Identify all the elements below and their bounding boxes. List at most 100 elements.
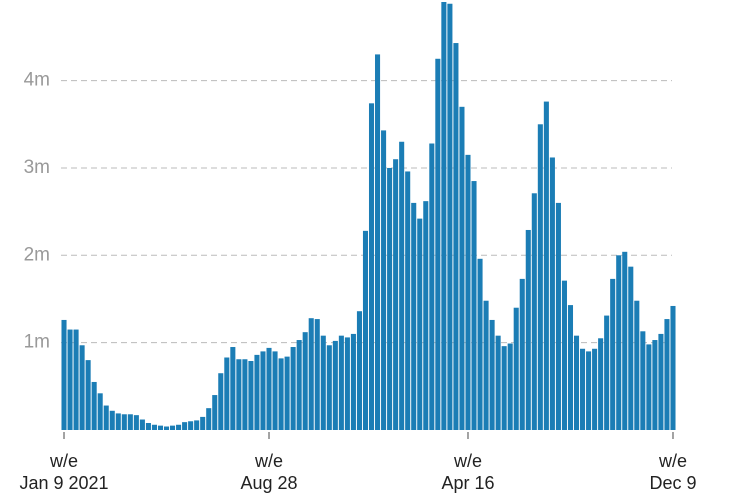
bar [640, 331, 646, 430]
bar [362, 230, 369, 430]
bar [356, 311, 362, 430]
bar [622, 251, 628, 430]
bar [320, 335, 326, 430]
bar [151, 424, 157, 430]
bar [103, 405, 109, 430]
bar [628, 266, 634, 430]
bar [73, 329, 79, 430]
bar [555, 202, 561, 430]
bar [272, 351, 278, 430]
x-tick-label: w/e Jan 9 2021 [19, 451, 109, 493]
bar [206, 408, 212, 430]
bar [139, 419, 145, 430]
bar [447, 3, 453, 430]
bar [338, 335, 344, 430]
bar [441, 2, 447, 430]
bar [549, 157, 555, 431]
bar [314, 319, 320, 430]
bar [170, 425, 176, 430]
bar [182, 422, 188, 430]
y-tick-label: 3m [24, 157, 50, 178]
bar [670, 305, 676, 430]
y-tick-label: 4m [24, 70, 50, 91]
bar [200, 416, 206, 430]
bar [332, 340, 338, 430]
y-tick-label: 2m [24, 244, 50, 265]
bar [67, 329, 73, 430]
bar [121, 414, 127, 430]
bar [266, 347, 272, 430]
bar [97, 393, 103, 430]
bar [236, 359, 242, 430]
bar [212, 395, 218, 430]
bar [326, 345, 332, 430]
bar [580, 348, 586, 430]
bar [399, 141, 405, 430]
y-tick-label: 1m [24, 332, 50, 353]
bar [188, 421, 194, 430]
bar [194, 420, 200, 430]
bar [248, 360, 254, 430]
bar [573, 335, 580, 430]
x-tick-label: w/e Apr 16 [441, 451, 495, 493]
bar [634, 300, 640, 430]
bar [531, 193, 537, 430]
bar [133, 415, 139, 430]
bar [465, 154, 471, 430]
bar [646, 344, 652, 430]
bar [537, 124, 543, 431]
bar [115, 413, 121, 430]
bar [519, 278, 525, 430]
bar [393, 159, 399, 430]
bar [127, 414, 133, 430]
bar [664, 319, 670, 430]
bar [471, 181, 477, 430]
bar [176, 424, 182, 430]
bar [109, 410, 115, 430]
bar [616, 255, 622, 430]
bar [610, 278, 616, 430]
x-tick-label: w/e Dec 9 [649, 451, 697, 493]
bar [543, 101, 549, 431]
bar [453, 43, 459, 430]
bar [308, 318, 314, 430]
bar [91, 381, 97, 430]
bar [302, 332, 308, 430]
bar [489, 319, 495, 430]
bar [525, 229, 531, 430]
bar [278, 358, 284, 430]
bar [375, 54, 381, 430]
bar [254, 354, 260, 430]
bar [290, 347, 296, 430]
bar [242, 359, 248, 430]
bar [604, 315, 610, 430]
bar [561, 280, 567, 430]
bar [483, 300, 489, 430]
bar [368, 103, 375, 430]
bar [61, 319, 67, 430]
bar [145, 423, 151, 430]
bar [387, 167, 393, 431]
bar [429, 143, 435, 430]
bar [435, 58, 441, 430]
bar [658, 333, 664, 430]
bar [218, 373, 224, 430]
bar [501, 346, 507, 430]
bar [423, 201, 429, 430]
bar [405, 171, 411, 430]
bar [513, 307, 519, 430]
x-tick-label: w/e Aug 28 [240, 451, 298, 493]
bar [586, 351, 592, 430]
bar [417, 218, 423, 430]
bar [79, 345, 85, 430]
bar [381, 130, 387, 430]
bar [284, 356, 290, 430]
bar [163, 426, 170, 430]
bar [411, 202, 417, 430]
bar [260, 351, 266, 430]
bar [230, 347, 236, 430]
bar [652, 340, 658, 430]
bar [477, 258, 483, 430]
bar [224, 357, 230, 430]
